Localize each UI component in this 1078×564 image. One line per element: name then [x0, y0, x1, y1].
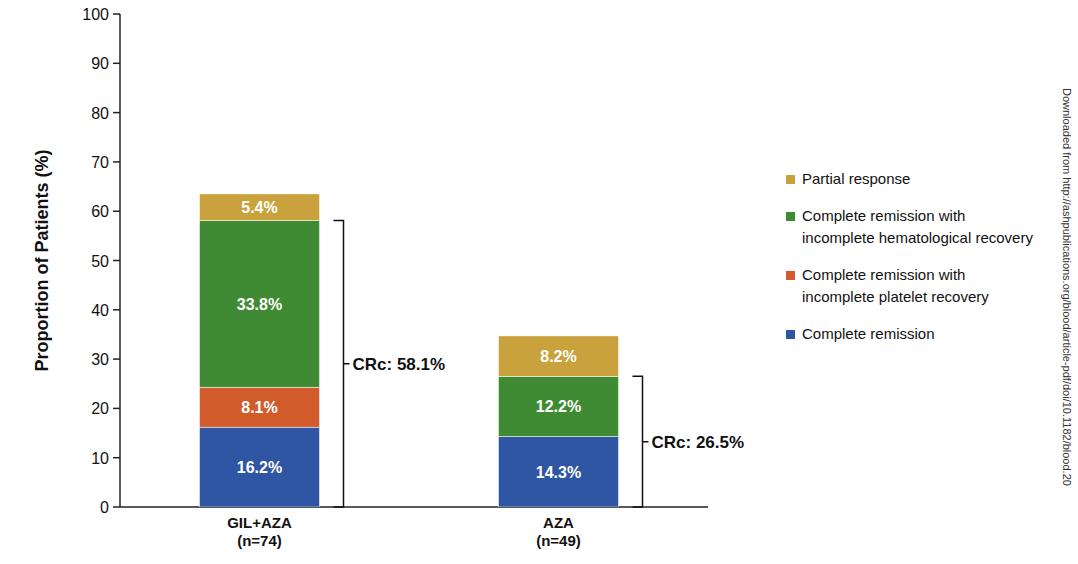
bracket — [633, 376, 649, 507]
data-label: 8.2% — [540, 348, 576, 365]
bar-segment — [200, 387, 320, 427]
x-tick-label: GIL+AZA(n=74) — [227, 514, 292, 549]
data-label: 12.2% — [536, 398, 581, 415]
legend-swatch — [786, 330, 795, 339]
text-line: Partial response — [802, 170, 910, 187]
legend-swatch — [786, 212, 795, 221]
legend-swatch — [786, 175, 795, 184]
text-line: (n=49) — [536, 532, 581, 549]
y-tick — [113, 408, 120, 410]
text-line: incomplete hematological recovery — [802, 229, 1033, 246]
bar-segment — [499, 336, 619, 376]
annotation: CRc: 58.1% — [353, 355, 446, 374]
chart: 0 10 20 30 40 50 60 70 80 90 100 Proportion of Pati… — [0, 0, 1078, 564]
bar-segment — [499, 437, 619, 507]
text-line: (n=74) — [237, 532, 282, 549]
legend-label: Complete remission with incomplete platel… — [802, 266, 989, 305]
text-line: Complete remission with — [802, 266, 965, 283]
data-label: 5.4% — [241, 199, 277, 216]
data-label: 16.2% — [237, 459, 282, 476]
text-line: incomplete platelet recovery — [802, 288, 989, 305]
bar-segment — [200, 221, 320, 388]
page: {"chart_data": { "type": "bar", "stacked… — [0, 0, 1078, 564]
bar-segment — [200, 427, 320, 507]
y-tick — [113, 210, 120, 212]
y-tick-label: 60 — [91, 203, 109, 220]
legend-swatch — [786, 271, 795, 280]
y-tick-label: 0 — [100, 499, 109, 516]
y-tick-label: 100 — [82, 6, 109, 23]
y-axis-label: Proportion of Patients (%) — [32, 150, 52, 372]
y-tick — [113, 260, 120, 262]
annotation: CRc: 26.5% — [652, 433, 745, 452]
y-tick — [113, 13, 120, 15]
y-tick — [113, 309, 120, 311]
y-tick — [113, 161, 120, 163]
y-tick-label: 40 — [91, 302, 109, 319]
data-label: 8.1% — [241, 399, 277, 416]
y-tick-label: 70 — [91, 154, 109, 171]
side-note: Downloaded from http://ashpublications.o… — [1061, 88, 1073, 486]
y-tick — [113, 457, 120, 459]
legend-label: Complete remission — [802, 325, 935, 342]
text-line: Complete remission with — [802, 207, 965, 224]
text-line: GIL+AZA — [227, 514, 292, 531]
data-label: 33.8% — [237, 296, 282, 313]
y-tick — [113, 112, 120, 114]
y-tick-label: 30 — [91, 351, 109, 368]
y-tick-label: 10 — [91, 450, 109, 467]
y-tick-label: 90 — [91, 55, 109, 72]
text-line: Complete remission — [802, 325, 935, 342]
y-tick-label: 50 — [91, 253, 109, 270]
text-line: AZA — [543, 514, 574, 531]
bar-segment — [499, 376, 619, 436]
y-tick — [113, 506, 120, 508]
data-label: 14.3% — [536, 464, 581, 481]
x-tick-label: AZA(n=49) — [536, 514, 581, 549]
y-tick-label: 80 — [91, 105, 109, 122]
y-tick-label: 20 — [91, 400, 109, 417]
legend-label: Complete remission with incomplete hemato… — [802, 207, 1033, 246]
y-tick — [113, 63, 120, 65]
bracket — [334, 221, 350, 507]
legend-label: Partial response — [802, 170, 910, 187]
bars — [200, 194, 619, 507]
y-tick — [113, 358, 120, 360]
bar-segment — [200, 194, 320, 221]
